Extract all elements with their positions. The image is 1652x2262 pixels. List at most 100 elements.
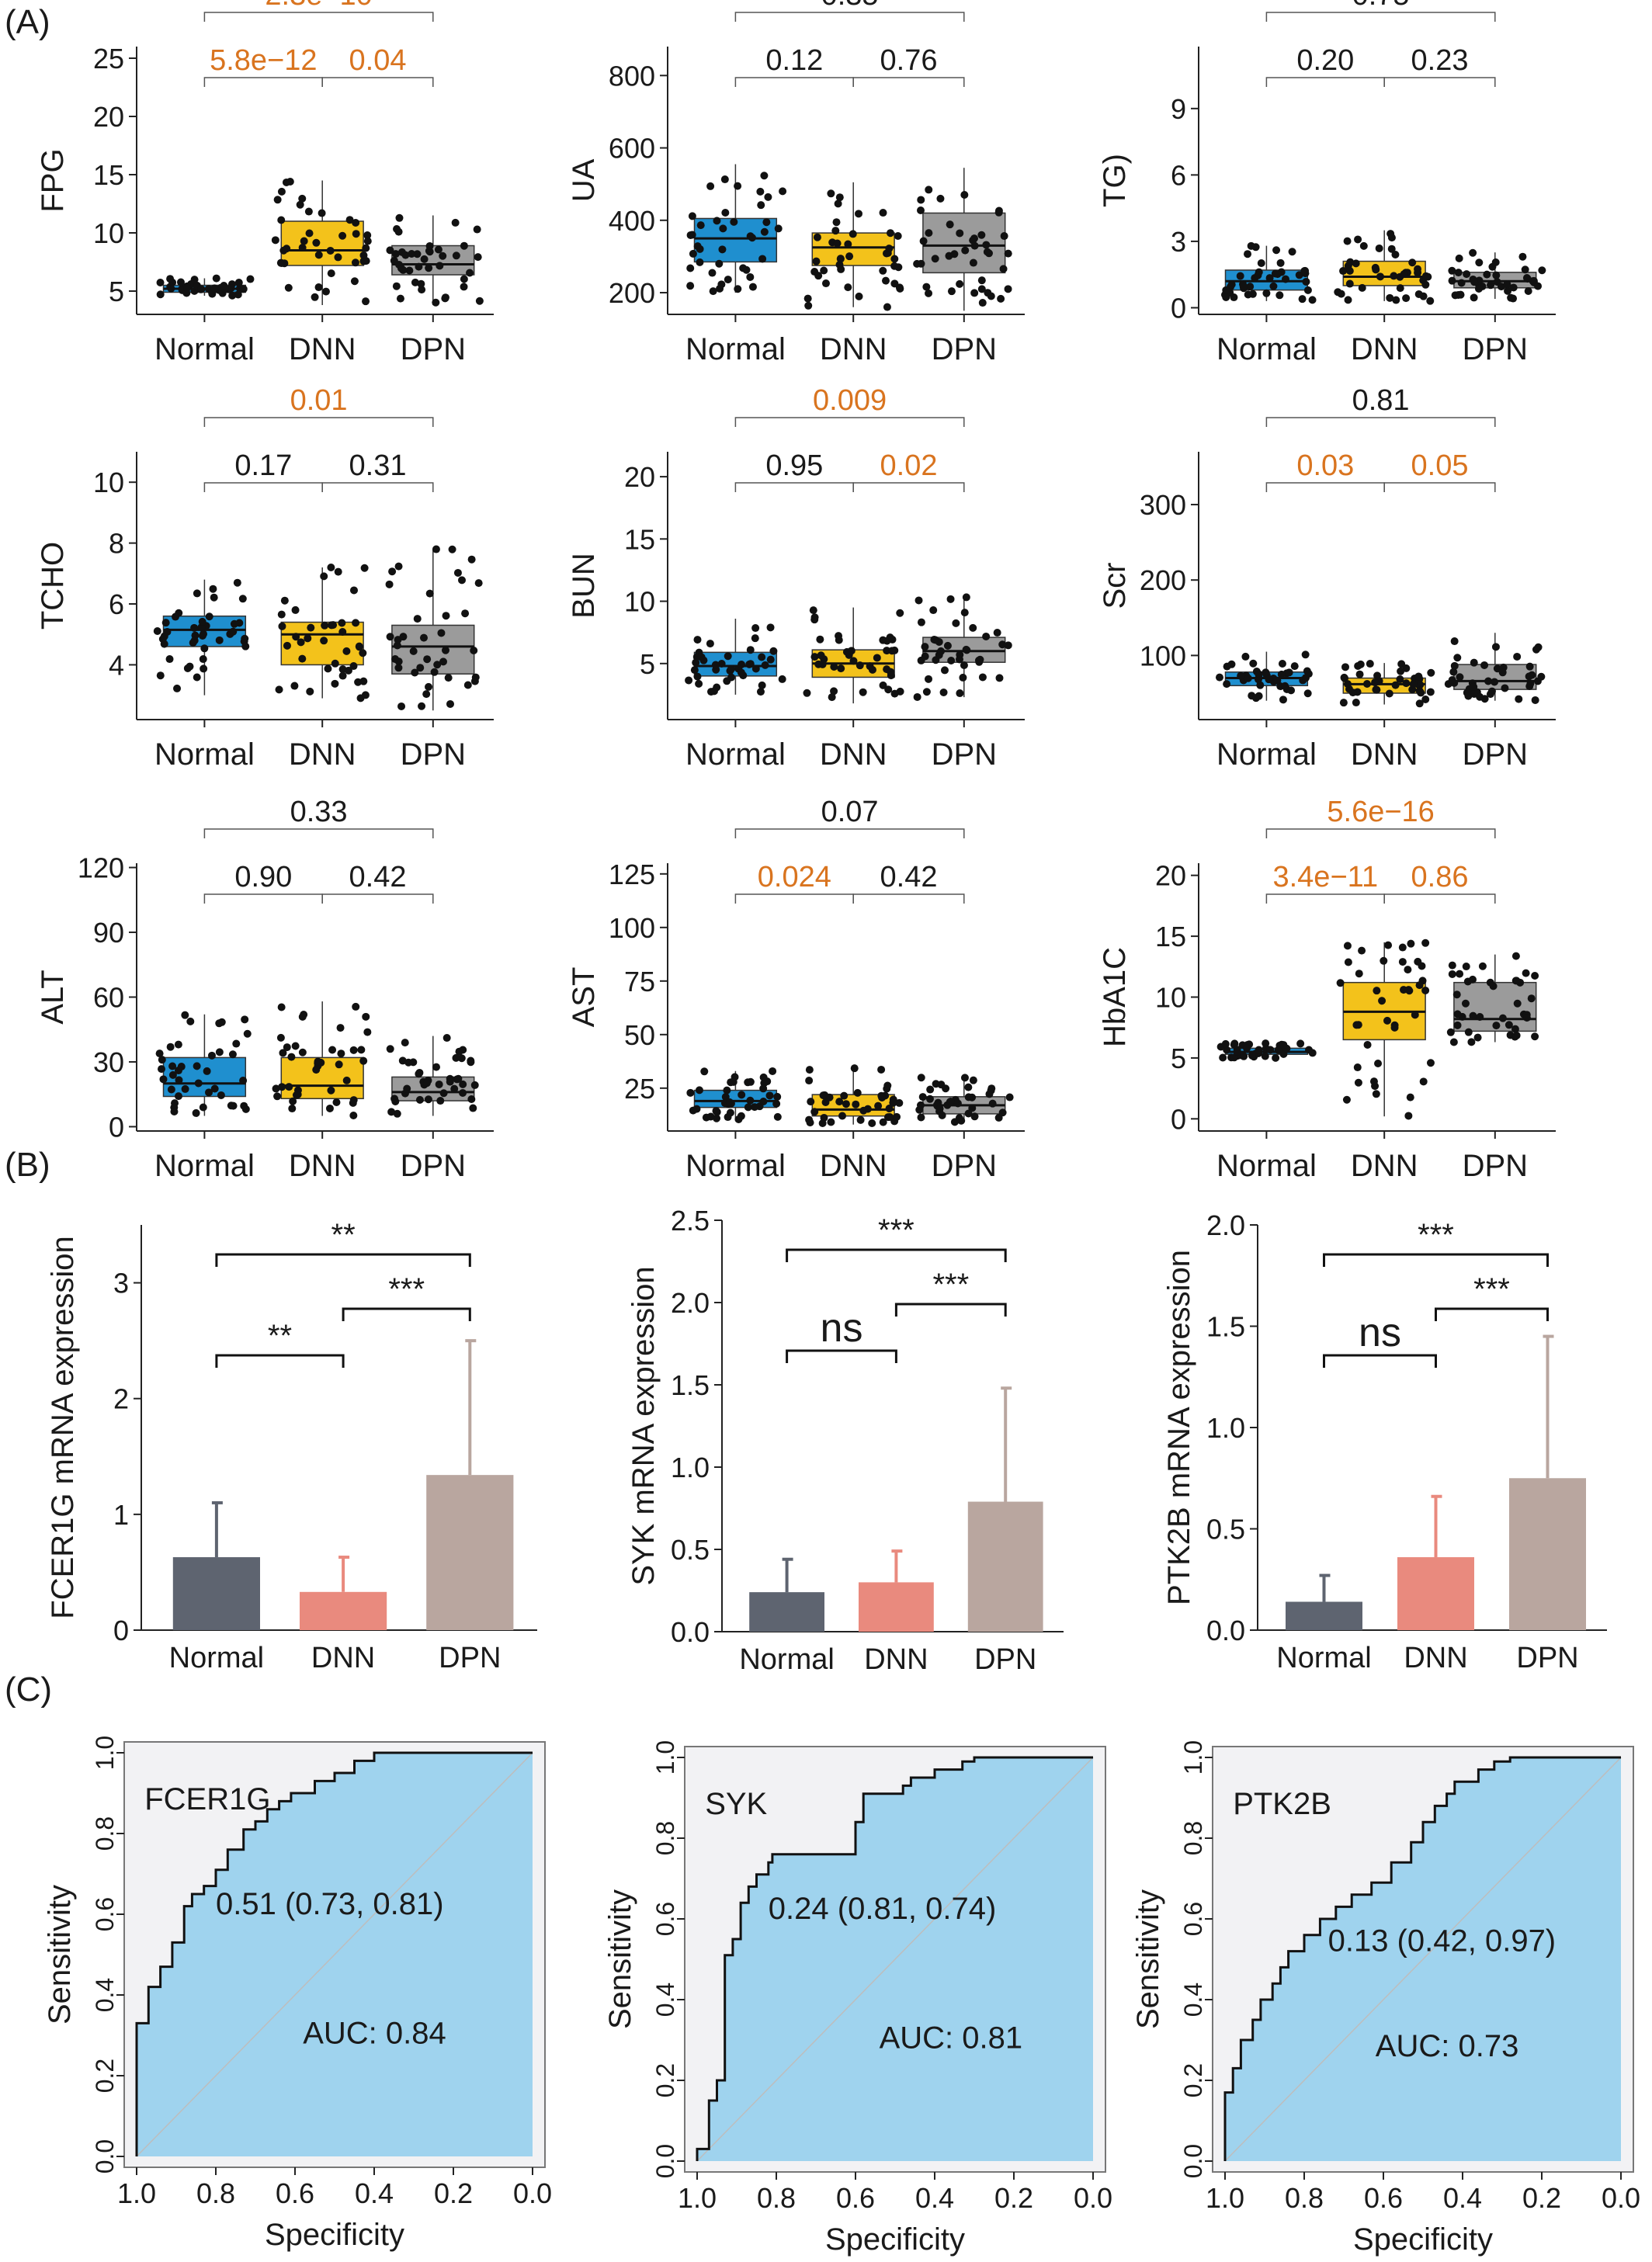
y-tick-label: 6	[1171, 159, 1186, 191]
data-point	[890, 646, 899, 654]
data-point	[337, 1049, 345, 1058]
data-point	[166, 283, 175, 291]
threshold-label: 0.13 (0.42, 0.97)	[1328, 1924, 1557, 1958]
data-point	[1241, 652, 1250, 661]
significance-label: **	[331, 1218, 356, 1252]
x-tick-label: DNN	[1351, 332, 1418, 366]
data-point	[896, 609, 904, 617]
data-point	[734, 285, 742, 293]
data-point	[987, 1084, 996, 1093]
y-tick-label: 100	[1140, 640, 1186, 671]
data-point	[190, 623, 199, 632]
data-point	[968, 1104, 977, 1112]
data-point	[325, 1104, 334, 1112]
data-point	[413, 250, 422, 258]
y-axis-label: BUN	[567, 553, 601, 618]
data-point	[724, 276, 732, 284]
data-point	[956, 229, 964, 238]
y-tick-label: 1.0	[1206, 1412, 1245, 1444]
x-axis-label: Specificity	[1353, 2222, 1493, 2257]
data-point	[1468, 975, 1477, 984]
data-point	[723, 1086, 731, 1095]
p-value-label: 0.33	[290, 796, 348, 828]
data-point	[352, 218, 360, 227]
x-tick-label: DNN	[311, 1642, 375, 1674]
data-point	[978, 299, 987, 307]
p-value-label: 0.76	[880, 44, 938, 77]
data-point	[977, 231, 986, 239]
data-point	[709, 287, 717, 296]
data-point	[1343, 237, 1352, 245]
data-point	[420, 255, 429, 263]
data-point	[890, 255, 899, 263]
data-point	[838, 1112, 847, 1120]
data-point	[1408, 258, 1417, 267]
data-point	[1356, 660, 1365, 668]
data-point	[695, 1086, 703, 1095]
data-point	[331, 679, 339, 688]
y-axis-label: TCHO	[36, 542, 70, 630]
data-point	[1421, 696, 1430, 704]
data-point	[1004, 249, 1012, 258]
data-point	[1456, 673, 1464, 682]
significance-bracket	[321, 482, 434, 492]
data-point	[405, 266, 414, 275]
data-point	[879, 209, 887, 217]
data-point	[418, 286, 426, 294]
data-point	[828, 693, 836, 702]
data-point	[273, 196, 282, 204]
data-point	[156, 279, 165, 287]
data-point	[436, 262, 444, 270]
y-tick-label: 0.0	[651, 2144, 679, 2178]
data-point	[759, 1073, 768, 1081]
data-point	[1383, 1016, 1391, 1025]
data-point	[279, 1049, 287, 1057]
data-point	[192, 1108, 200, 1117]
data-point	[757, 201, 765, 210]
x-tick-label: DPN	[1463, 737, 1528, 772]
data-point	[1334, 288, 1342, 297]
data-point	[1396, 284, 1404, 293]
data-point	[285, 1083, 293, 1091]
data-point	[296, 200, 304, 209]
data-point	[165, 655, 174, 664]
data-point	[409, 647, 418, 655]
data-point	[1223, 680, 1231, 689]
data-point	[1375, 244, 1383, 252]
data-point	[998, 1108, 1007, 1117]
y-tick-label: 2.5	[671, 1205, 710, 1237]
x-tick-label: DPN	[932, 737, 997, 772]
y-tick-label: 1.0	[671, 1452, 710, 1483]
data-point	[1343, 942, 1352, 950]
data-point	[873, 654, 881, 662]
data-point	[756, 187, 765, 196]
data-point	[1473, 1033, 1482, 1042]
data-point	[997, 294, 1005, 303]
data-point	[469, 1104, 477, 1112]
data-point	[946, 1098, 955, 1106]
data-point	[739, 264, 748, 272]
data-point	[887, 671, 895, 680]
data-point	[1524, 286, 1532, 295]
data-point	[189, 638, 197, 647]
data-point	[1285, 668, 1293, 677]
data-point	[349, 586, 358, 595]
data-point	[1386, 293, 1394, 302]
data-point	[852, 1100, 860, 1108]
y-axis-label: TG)	[1098, 154, 1132, 207]
y-axis-label: Sensitivity	[1131, 1889, 1165, 2029]
y-tick-label: 1.0	[1179, 1740, 1207, 1775]
data-point	[1223, 1046, 1231, 1054]
data-point	[744, 1103, 752, 1112]
y-axis-label: PTK2B mRNA expression	[1162, 1250, 1196, 1605]
data-point	[408, 250, 416, 258]
data-point	[693, 672, 702, 681]
auc-label: AUC: 0.84	[303, 2016, 446, 2050]
y-tick-label: 200	[609, 277, 655, 309]
significance-bracket	[1323, 1253, 1549, 1267]
data-point	[1453, 1021, 1462, 1029]
data-point	[186, 1017, 195, 1025]
x-tick-label: 0.6	[1364, 2182, 1403, 2214]
y-tick-label: 400	[609, 205, 655, 237]
data-point	[217, 1018, 226, 1026]
